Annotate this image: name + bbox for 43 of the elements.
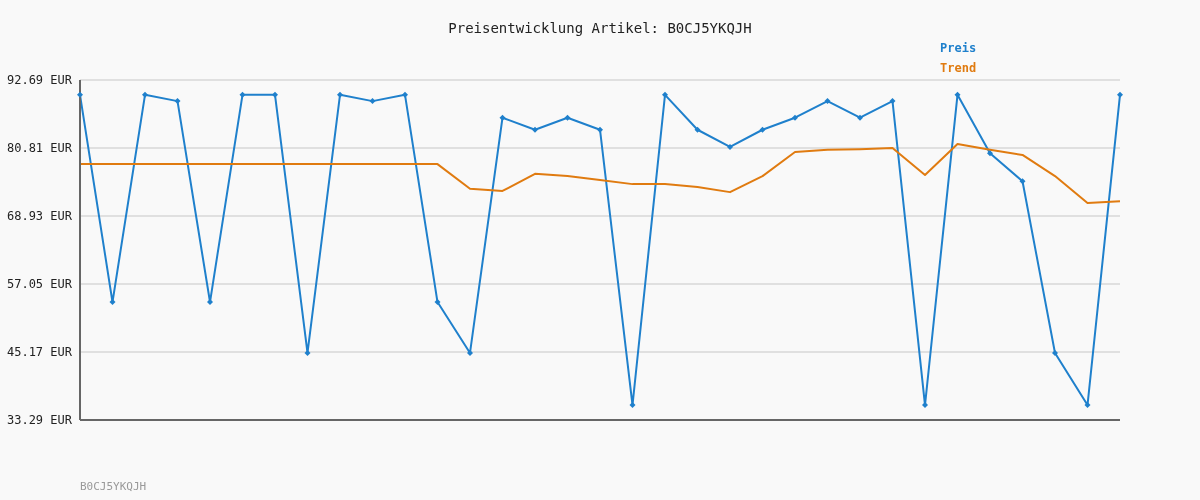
y-tick-label: 92.69 EUR (6, 73, 73, 88)
point (857, 114, 863, 121)
point (662, 91, 668, 98)
point (142, 91, 148, 98)
point (564, 114, 571, 121)
y-tick-label: 68.93 EUR (6, 209, 73, 224)
point (499, 114, 506, 121)
point (1019, 178, 1026, 185)
point (792, 114, 798, 121)
y-tick-label: 57.05 EUR (6, 277, 73, 292)
point (727, 143, 733, 150)
point (597, 126, 603, 133)
point (402, 91, 408, 98)
point (1052, 349, 1058, 356)
chart-title: Preisentwicklung Artikel: B0CJ5YKQJH (447, 20, 753, 36)
point (532, 126, 538, 133)
point (369, 98, 376, 105)
y-tick-label: 45.17 EUR (6, 345, 73, 360)
y-tick-label: 33.29 EUR (6, 413, 73, 428)
point (1084, 402, 1091, 409)
point (694, 126, 701, 133)
point (337, 91, 343, 98)
point (272, 91, 278, 98)
point (434, 299, 441, 306)
text: Trend (940, 60, 977, 77)
point (759, 126, 766, 133)
point (239, 91, 246, 98)
point (1117, 91, 1123, 98)
point (174, 98, 181, 105)
point (889, 98, 896, 105)
point (304, 349, 311, 356)
point (954, 91, 961, 98)
point (77, 91, 83, 98)
point (629, 402, 636, 409)
point (207, 299, 213, 306)
point (922, 402, 928, 409)
point (987, 150, 993, 157)
y-tick-label: 80.81 EUR (6, 141, 73, 156)
point (824, 98, 831, 105)
text: Preis (940, 40, 977, 57)
line-series (79, 143, 1121, 205)
point (109, 299, 116, 306)
text: B0CJ5YKQJH (80, 480, 147, 493)
